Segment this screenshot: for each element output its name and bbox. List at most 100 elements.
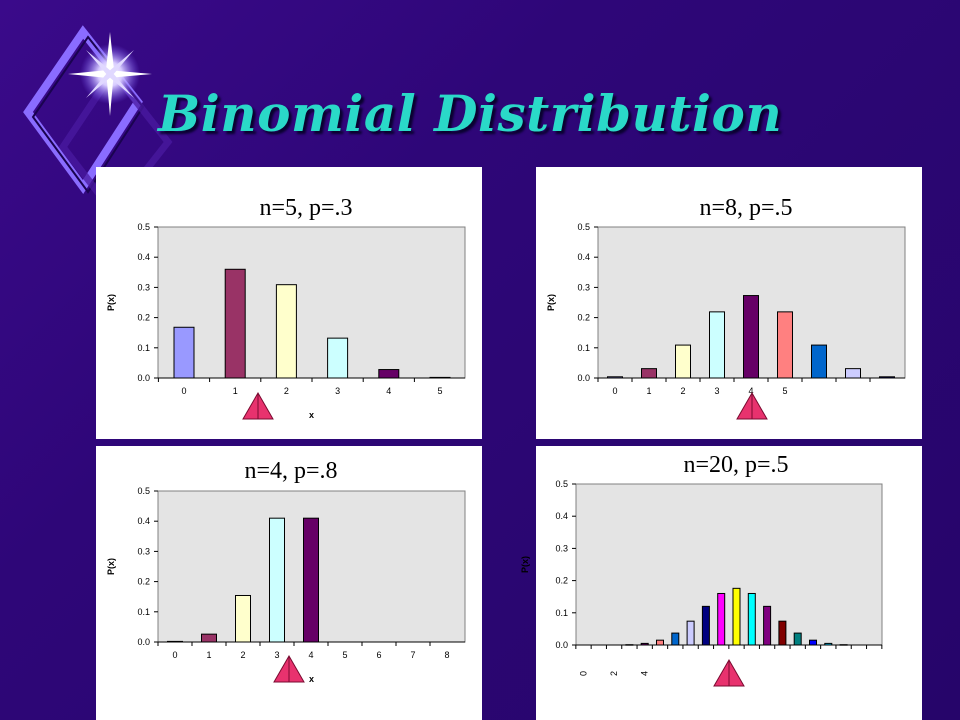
x-axis-label: x — [309, 674, 314, 684]
y-tick-label: 0.4 — [137, 252, 150, 262]
y-tick-label: 0.2 — [137, 313, 150, 323]
y-axis-label: P(x) — [106, 558, 116, 575]
chart-title-2: n=8, p=.5 — [699, 195, 793, 221]
bar — [763, 605, 772, 646]
x-axis-label: x — [309, 410, 314, 420]
bar — [269, 517, 285, 643]
x-tick-label: 0 — [181, 386, 186, 396]
x-tick-label: 1 — [233, 386, 238, 396]
x-tick-label: 3 — [274, 650, 279, 660]
y-tick-label: 0.0 — [137, 637, 150, 647]
bar — [809, 639, 817, 646]
bar — [173, 326, 195, 379]
bar — [793, 632, 802, 646]
x-tick-label: 0 — [172, 650, 177, 660]
x-tick-label: 5 — [437, 386, 442, 396]
bar — [824, 642, 833, 646]
y-tick-label: 0.1 — [577, 343, 590, 353]
x-tick-label: 2 — [284, 386, 289, 396]
y-tick-label: 0.0 — [137, 373, 150, 383]
chart-title-1: n=5, p=.3 — [259, 195, 353, 221]
y-tick-label: 0.1 — [555, 608, 568, 618]
x-tick-label: 2 — [680, 386, 685, 396]
y-tick-label: 0.0 — [577, 373, 590, 383]
bar — [701, 605, 710, 646]
y-tick-label: 0.3 — [137, 546, 150, 556]
y-axis-label: P(x) — [106, 294, 116, 311]
bar — [743, 295, 759, 379]
x-tick-label: 8 — [444, 650, 449, 660]
bar — [656, 639, 664, 646]
bar — [845, 368, 861, 379]
y-tick-label: 0.1 — [137, 607, 150, 617]
chart-title-4: n=20, p=.5 — [683, 452, 789, 478]
bar — [839, 644, 848, 646]
bar — [327, 337, 349, 379]
bar — [732, 587, 741, 646]
x-tick-label: 5 — [342, 650, 347, 660]
bar — [625, 644, 634, 646]
y-tick-label: 0.3 — [137, 282, 150, 292]
y-tick-label: 0.5 — [577, 222, 590, 232]
x-tick-label: 5 — [782, 386, 787, 396]
chart-1: 0.0 0.1 0.2 0.3 0.4 0.5 P(x) 0 1 2 3 4 5 x — [106, 222, 466, 420]
bar — [717, 592, 726, 646]
bar — [378, 369, 400, 379]
bar — [879, 376, 895, 379]
x-tick-label: 2 — [240, 650, 245, 660]
x-tick-label: 7 — [410, 650, 415, 660]
y-tick-label: 0.2 — [137, 577, 150, 587]
x-tick-label: 3 — [335, 386, 340, 396]
bar — [235, 594, 251, 643]
bar — [709, 311, 725, 379]
bar — [778, 620, 787, 646]
plot-area — [575, 483, 883, 646]
y-tick-label: 0.5 — [555, 479, 568, 489]
bar — [275, 284, 297, 379]
chart-title-3: n=4, p=.8 — [244, 458, 338, 484]
y-axis-label: P(x) — [546, 294, 556, 311]
y-tick-label: 0.1 — [137, 343, 150, 353]
bar — [224, 268, 246, 379]
x-tick-label: 4 — [386, 386, 391, 396]
x-tick-label: 1 — [646, 386, 651, 396]
bar — [640, 642, 649, 646]
bar — [777, 311, 793, 379]
chart-3: 0.0 0.1 0.2 0.3 0.4 0.5 P(x) 0 1 2 3 4 5 6 7 8 x — [106, 486, 466, 684]
chart-4: 0.0 0.1 0.2 0.3 0.4 0.5 P(x) 0 2 4 — [520, 479, 883, 687]
x-tick-label: 4 — [748, 386, 753, 396]
bar — [303, 517, 319, 643]
x-tick-label: 4 — [308, 650, 313, 660]
slide-title: Binomial Distribution — [158, 84, 783, 143]
bar — [607, 376, 623, 379]
y-tick-label: 0.4 — [137, 516, 150, 526]
bar — [686, 620, 695, 646]
plot-area — [157, 226, 466, 379]
bar — [747, 592, 756, 646]
x-tick-label: 0 — [579, 671, 589, 676]
x-tick-label: 6 — [376, 650, 381, 660]
x-tick-label: 4 — [640, 671, 650, 676]
y-tick-label: 0.4 — [577, 252, 590, 262]
bar — [811, 344, 827, 379]
x-tick-label: 0 — [612, 386, 617, 396]
y-tick-label: 0.3 — [555, 543, 568, 553]
x-tick-label: 1 — [206, 650, 211, 660]
y-tick-label: 0.0 — [555, 640, 568, 650]
y-tick-label: 0.2 — [555, 576, 568, 586]
y-tick-label: 0.2 — [577, 313, 590, 323]
y-axis-label: P(x) — [520, 556, 530, 573]
bar — [167, 640, 183, 643]
x-tick-label: 2 — [609, 671, 619, 676]
y-tick-label: 0.3 — [577, 282, 590, 292]
y-tick-label: 0.5 — [137, 222, 150, 232]
bar — [201, 633, 217, 643]
y-tick-label: 0.5 — [137, 486, 150, 496]
bar — [429, 376, 451, 379]
x-tick-label: 3 — [714, 386, 719, 396]
y-tick-label: 0.4 — [555, 511, 568, 521]
bar — [641, 368, 657, 379]
